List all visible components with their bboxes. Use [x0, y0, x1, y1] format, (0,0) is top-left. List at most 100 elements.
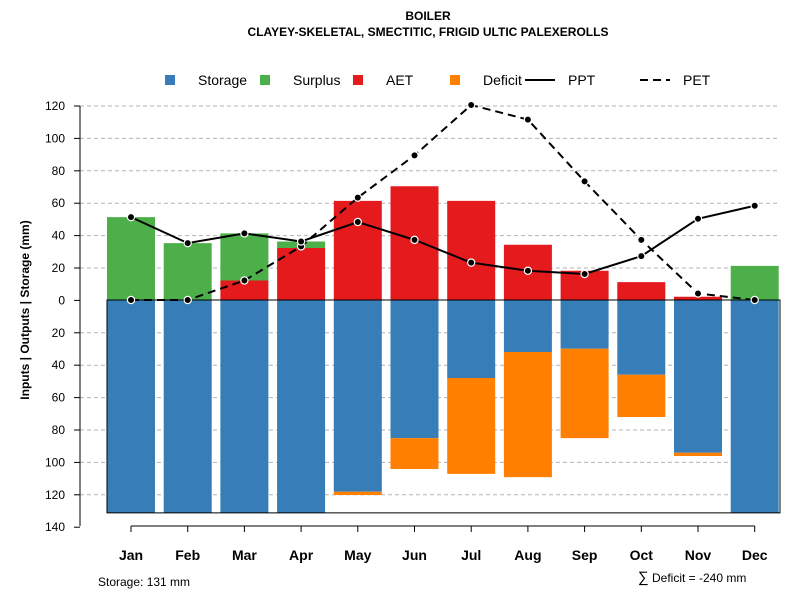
surplus-bar — [163, 243, 212, 300]
x-tick-label: Apr — [289, 547, 314, 563]
ppt-point — [693, 214, 703, 223]
storage-bar — [220, 300, 269, 513]
legend-label: PET — [683, 72, 711, 88]
pet-point — [523, 115, 533, 124]
pet-point — [637, 235, 646, 245]
lines-group — [126, 100, 759, 305]
ppt-point — [523, 266, 533, 275]
x-tick-label: Sep — [572, 547, 598, 563]
ppt-point — [240, 229, 249, 238]
y-tick-label: 20 — [52, 261, 66, 275]
storage-bar — [107, 300, 155, 513]
storage-bar — [333, 300, 382, 492]
ppt-point — [126, 212, 136, 222]
sum-symbol: ∑ — [638, 569, 649, 586]
pet-point — [693, 289, 703, 298]
legend-swatch — [165, 75, 175, 85]
deficit-note: Deficit = -240 mm — [652, 571, 746, 585]
storage-bar — [447, 300, 496, 378]
y-tick-label: 0 — [58, 293, 65, 307]
deficit-bar — [560, 348, 609, 439]
pet-point — [467, 100, 476, 110]
legend-label: Surplus — [293, 72, 340, 88]
storage-frame — [106, 299, 781, 514]
x-tick-label: Jun — [402, 547, 427, 563]
y-tick-label: 120 — [45, 99, 65, 113]
pet-point — [240, 276, 249, 285]
y-tick-label: 40 — [52, 358, 66, 372]
ppt-point — [580, 269, 589, 279]
legend-swatch — [450, 75, 460, 85]
y-tick-label: 100 — [45, 131, 65, 145]
aet-bar — [447, 200, 496, 300]
ppt-point — [353, 217, 362, 227]
deficit-bar — [333, 491, 382, 495]
x-tick-label: Feb — [175, 547, 200, 563]
legend-swatch — [353, 75, 363, 85]
pet-point — [126, 295, 136, 305]
x-tick-label: Dec — [742, 547, 768, 563]
pet-point — [353, 193, 362, 202]
x-tick-label: Aug — [514, 547, 541, 563]
storage-bar — [560, 300, 609, 349]
storage-bar — [163, 300, 212, 513]
ppt-point — [410, 235, 419, 245]
y-tick-label: 80 — [52, 164, 66, 178]
y-tick-label: 60 — [52, 391, 66, 405]
deficit-bar — [503, 352, 552, 478]
x-tick-label: Jul — [461, 547, 481, 563]
x-tick-label: Oct — [630, 547, 654, 563]
y-tick-label: 80 — [52, 423, 66, 437]
surplus-bar — [220, 233, 269, 281]
y-tick-label: 40 — [52, 229, 66, 243]
pet-point — [183, 295, 192, 305]
storage-note: Storage: 131 mm — [98, 575, 190, 589]
x-tick-label: May — [344, 547, 371, 563]
x-tick-label: Nov — [685, 547, 712, 563]
ppt-point — [637, 251, 646, 261]
chart-title: BOILER — [405, 9, 451, 23]
y-axis-label: Inputs | Outputs | Storage (mm) — [18, 220, 32, 399]
storage-bar — [674, 300, 722, 453]
ppt-point — [750, 201, 759, 210]
x-tick-label: Mar — [232, 547, 257, 563]
legend-label: Storage — [198, 72, 247, 88]
x-tick-label: Jan — [119, 547, 143, 563]
legend-swatch — [260, 75, 270, 85]
storage-bar — [730, 300, 779, 513]
aet-bar — [220, 280, 269, 300]
pet-point — [580, 177, 589, 186]
pet-point — [750, 295, 759, 305]
ppt-point — [467, 258, 476, 267]
aet-bar — [674, 296, 722, 300]
deficit-bar — [617, 374, 666, 417]
y-tick-label: 100 — [45, 455, 65, 469]
storage-bar — [390, 300, 439, 439]
legend-label: Deficit — [483, 72, 522, 88]
y-tick-label: 140 — [45, 520, 65, 534]
aet-bar — [617, 282, 666, 300]
ppt-point — [296, 237, 306, 246]
legend-label: PPT — [568, 72, 596, 88]
y-tick-label: 20 — [52, 326, 66, 340]
ppt-line — [130, 204, 755, 276]
aet-bar — [333, 200, 382, 300]
x-axis: Jan Feb Mar Apr May Jun Jul Aug Sep Oct Nov Dec — [119, 525, 768, 563]
deficit-bar — [390, 438, 439, 469]
ppt-point — [183, 238, 192, 248]
pet-point — [410, 151, 419, 160]
y-axis: 120 100 80 60 40 20 0 20 40 60 80 100 120 140 — [45, 99, 81, 534]
y-tick-label: 120 — [45, 488, 65, 502]
bars-group — [107, 186, 779, 513]
deficit-bar — [674, 452, 722, 456]
y-tick-label: 60 — [52, 196, 66, 210]
storage-bar — [277, 300, 326, 513]
chart-legend: Storage Surplus AET Deficit PPT PET — [165, 72, 711, 88]
chart-subtitle: CLAYEY-SKELETAL, SMECTITIC, FRIGID ULTIC… — [248, 25, 609, 39]
legend-label: AET — [386, 72, 414, 88]
storage-bar — [617, 300, 666, 375]
deficit-bar — [447, 378, 496, 474]
surplus-bar — [730, 265, 779, 300]
surplus-bar — [107, 217, 155, 300]
